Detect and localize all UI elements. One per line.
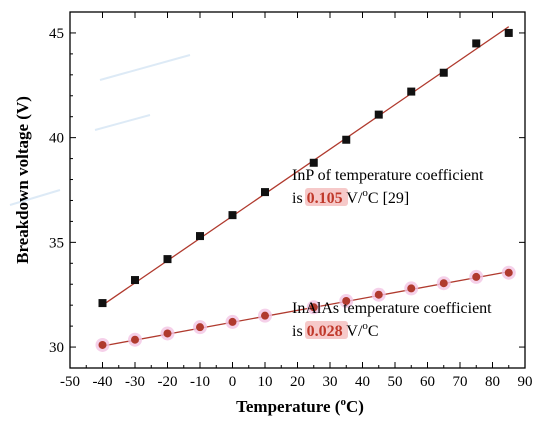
data-point-series-1 xyxy=(504,268,513,277)
x-tick-label: -20 xyxy=(158,374,178,390)
x-tick-label: 40 xyxy=(355,374,370,390)
fit-line-series-0 xyxy=(102,26,510,306)
y-tick-label: 45 xyxy=(49,26,64,42)
x-tick-label: -10 xyxy=(190,374,210,390)
x-tick-label: 20 xyxy=(290,374,305,390)
data-point-series-1 xyxy=(261,311,269,320)
x-tick-label: 0 xyxy=(229,374,237,390)
x-tick-label: 70 xyxy=(453,374,468,390)
data-point-series-0 xyxy=(504,28,513,37)
x-tick-label: 60 xyxy=(420,374,435,390)
y-tick-label: 35 xyxy=(49,235,64,251)
x-tick-label: -50 xyxy=(60,374,80,390)
x-tick-label: 10 xyxy=(258,374,273,390)
data-point-series-1 xyxy=(309,303,318,312)
inalas-coefficient-value: 0.028 xyxy=(307,323,343,340)
inp-value-highlight xyxy=(305,188,348,206)
y-tick-label: 40 xyxy=(49,131,64,147)
x-axis-ticks: -50 -40 -30 -20 -10 0 10 20 30 40 50 60 70 80 90 xyxy=(60,12,533,390)
data-point-series-1 xyxy=(472,272,481,281)
x-tick-label: 50 xyxy=(388,374,403,390)
data-point-series-0 xyxy=(98,299,107,308)
y-tick-label: 30 xyxy=(49,340,64,356)
data-point-series-0 xyxy=(472,39,481,48)
data-point-series-0 xyxy=(342,135,351,144)
data-point-series-0 xyxy=(131,276,139,285)
data-point-series-1 xyxy=(228,317,237,326)
data-point-series-1 xyxy=(407,284,416,293)
inalas-annotation-line2: is 0.028 V/oC xyxy=(292,320,379,340)
data-point-series-0 xyxy=(439,68,448,77)
data-point-series-0 xyxy=(228,211,237,220)
data-point-series-1 xyxy=(196,323,204,332)
data-point-series-0 xyxy=(261,188,269,197)
background-streaks xyxy=(9,54,191,206)
inalas-annotation-line1: InAlAs temperature coefficient xyxy=(292,300,492,317)
data-point-series-1 xyxy=(439,279,448,288)
y-axis-title: Breakdown voltage (V) xyxy=(13,96,32,264)
inp-annotation-line1: InP of temperature coefficient xyxy=(292,167,484,184)
inp-annotation-line2: is 0.105 V/oC [29] xyxy=(292,187,409,207)
data-point-series-1 xyxy=(131,335,139,344)
x-tick-label: 90 xyxy=(518,374,533,390)
data-point-series-1 xyxy=(163,329,172,338)
data-point-series-0 xyxy=(374,110,383,119)
data-point-series-0 xyxy=(309,158,318,167)
x-tick-label: 30 xyxy=(323,374,338,390)
x-tick-label: 80 xyxy=(485,374,500,390)
x-axis-title: Temperature (oC) xyxy=(236,396,364,416)
data-point-series-0 xyxy=(163,255,172,264)
data-point-series-1 xyxy=(342,296,351,305)
data-point-series-0 xyxy=(407,87,416,96)
fit-lines xyxy=(102,26,510,347)
x-tick-label: -30 xyxy=(125,374,145,390)
inalas-value-highlight xyxy=(305,321,348,339)
x-tick-label: -40 xyxy=(93,374,113,390)
data-point-series-1 xyxy=(374,290,383,299)
data-point-series-0 xyxy=(196,232,204,241)
y-axis-ticks: 30 35 40 45 xyxy=(49,26,525,356)
inp-coefficient-value: 0.105 xyxy=(307,190,343,207)
data-markers xyxy=(95,28,516,352)
data-point-series-1 xyxy=(98,340,107,349)
